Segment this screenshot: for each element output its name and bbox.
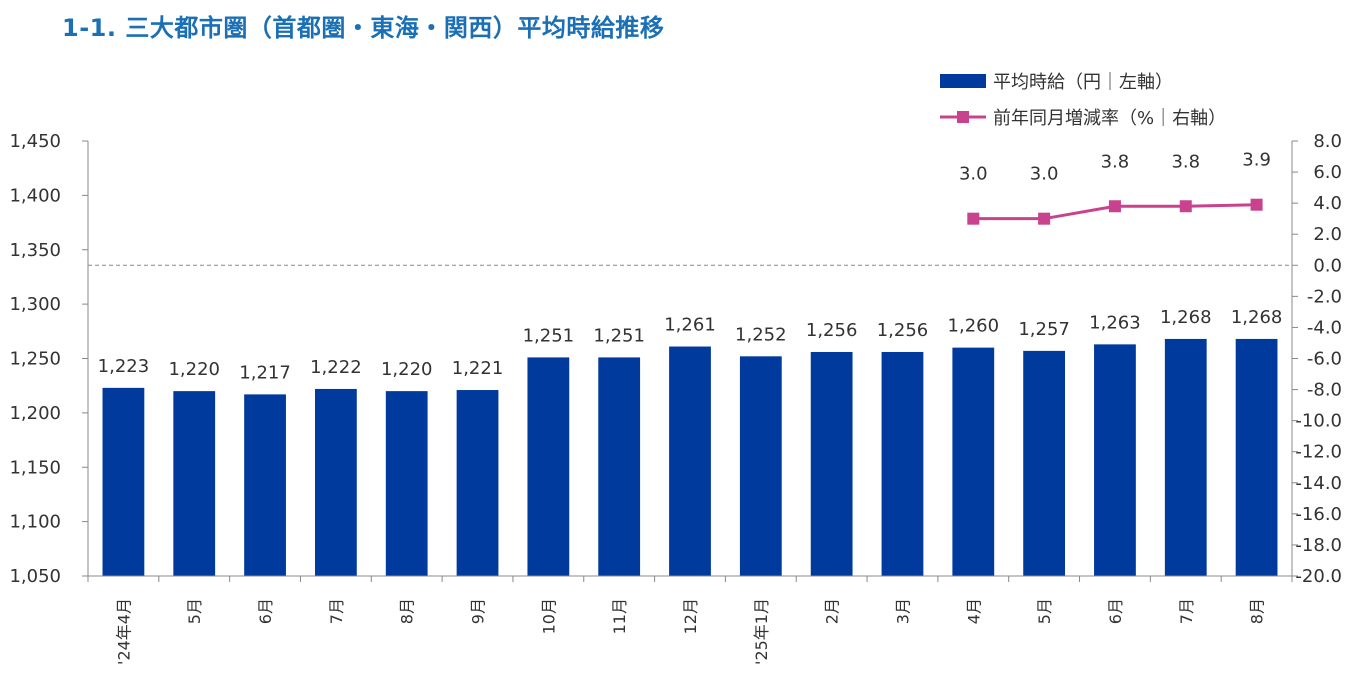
growth-marker: [1179, 200, 1192, 213]
bar-value-label: 1,217: [239, 362, 291, 383]
bar-6: [456, 390, 499, 576]
bar-2: [173, 391, 216, 576]
bar-value-label: 1,261: [664, 315, 716, 336]
right-tick-label: -14.0: [1295, 473, 1342, 494]
bar-value-label: 1,263: [1089, 312, 1141, 333]
left-tick-label: 1,200: [9, 403, 61, 424]
right-tick-label: 2.0: [1313, 224, 1342, 245]
x-tick-label: 3月: [893, 598, 912, 624]
right-tick-label: 0.0: [1313, 255, 1342, 276]
bar-14: [1023, 350, 1066, 576]
x-tick-label: 12月: [681, 598, 700, 634]
left-tick-label: 1,250: [9, 349, 61, 370]
x-tick-label: 8月: [398, 598, 417, 624]
left-tick-label: 1,150: [9, 457, 61, 478]
x-tick-label: 5月: [1035, 598, 1054, 624]
x-tick-label: 4月: [964, 598, 983, 624]
growth-marker: [1038, 212, 1051, 225]
x-tick-label: 6月: [256, 598, 275, 624]
left-tick-label: 1,100: [9, 512, 61, 533]
bar-10: [739, 356, 782, 576]
x-tick-label: 9月: [469, 598, 488, 624]
right-tick-label: 4.0: [1313, 193, 1342, 214]
x-tick-label: '24年4月: [114, 598, 133, 665]
legend-line-marker: [957, 111, 969, 123]
x-tick-label: 8月: [1248, 598, 1267, 624]
legend-bar-label: 平均時給（円｜左軸）: [993, 72, 1173, 93]
right-tick-label: -20.0: [1295, 566, 1342, 587]
bar-value-label: 1,257: [1018, 319, 1070, 340]
bar-value-label: 1,252: [735, 324, 787, 345]
growth-marker: [1108, 200, 1121, 213]
x-tick-label: 5月: [185, 598, 204, 624]
bar-value-label: 1,268: [1231, 307, 1283, 328]
x-tick-label: 7月: [1177, 598, 1196, 624]
right-tick-label: 8.0: [1313, 131, 1342, 152]
growth-marker: [967, 212, 980, 225]
bar-5: [385, 391, 428, 576]
growth-value-label: 3.0: [1030, 164, 1059, 185]
x-tick-label: 2月: [823, 598, 842, 624]
growth-value-label: 3.9: [1242, 150, 1271, 171]
bar-value-label: 1,256: [877, 320, 929, 341]
bar-3: [244, 394, 286, 576]
bar-value-label: 1,220: [168, 359, 220, 380]
x-tick-label: 11月: [610, 598, 629, 634]
x-tick-label: 10月: [539, 598, 558, 634]
bar-value-label: 1,268: [1160, 307, 1212, 328]
growth-marker: [1250, 198, 1263, 211]
bar-13: [952, 347, 995, 576]
bar-9: [669, 346, 711, 576]
legend-bar-swatch: [940, 74, 986, 88]
bar-17: [1235, 338, 1278, 576]
left-tick-label: 1,050: [9, 566, 61, 587]
right-tick-label: 6.0: [1313, 162, 1342, 183]
bar-11: [810, 351, 853, 576]
growth-value-label: 3.8: [1101, 151, 1130, 172]
growth-value-label: 3.0: [959, 164, 988, 185]
right-tick-label: -10.0: [1295, 411, 1342, 432]
bar-7: [527, 357, 570, 576]
right-tick-label: -16.0: [1295, 504, 1342, 525]
right-tick-label: -18.0: [1295, 535, 1342, 556]
right-tick-label: -4.0: [1307, 317, 1342, 338]
left-tick-label: 1,350: [9, 240, 61, 261]
bar-15: [1094, 344, 1136, 576]
bar-value-label: 1,221: [452, 358, 504, 379]
right-tick-label: -6.0: [1307, 349, 1342, 370]
right-tick-label: -12.0: [1295, 442, 1342, 463]
bar-12: [881, 351, 924, 576]
bar-value-label: 1,222: [310, 357, 362, 378]
bar-value-label: 1,223: [98, 356, 150, 377]
left-tick-label: 1,400: [9, 185, 61, 206]
bar-4: [314, 388, 357, 576]
bar-16: [1164, 338, 1207, 576]
bar-value-label: 1,251: [523, 325, 575, 346]
left-tick-label: 1,300: [9, 294, 61, 315]
bar-value-label: 1,220: [381, 359, 433, 380]
right-tick-label: -2.0: [1307, 286, 1342, 307]
legend-line-label: 前年同月増減率（%｜右軸）: [993, 108, 1226, 129]
chart-title: 1-1. 三大都市圏（首都圏・東海・関西）平均時給推移: [62, 14, 665, 42]
bar-value-label: 1,256: [806, 320, 858, 341]
bar-value-label: 1,260: [948, 316, 1000, 337]
bar-1: [102, 387, 145, 576]
x-tick-label: '25年1月: [752, 598, 771, 665]
left-tick-label: 1,450: [9, 131, 61, 152]
x-tick-label: 7月: [327, 598, 346, 624]
bar-value-label: 1,251: [593, 325, 645, 346]
x-tick-label: 6月: [1106, 598, 1125, 624]
right-tick-label: -8.0: [1307, 380, 1342, 401]
bar-8: [598, 357, 641, 576]
growth-value-label: 3.8: [1171, 151, 1200, 172]
